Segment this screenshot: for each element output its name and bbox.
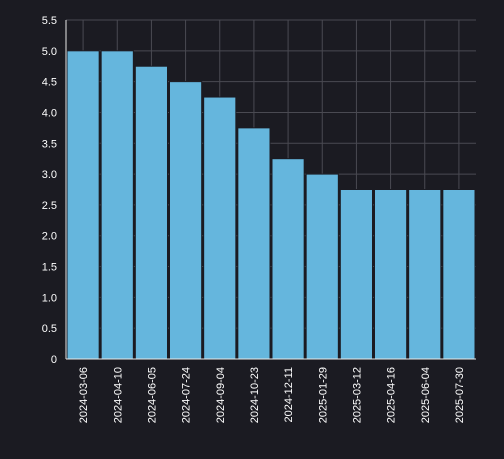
- y-tick-label: 5.5: [42, 15, 57, 27]
- x-tick-label: 2024-04-10: [112, 367, 124, 423]
- y-tick-label: 0: [51, 354, 57, 366]
- x-tick-label: 2024-12-11: [283, 367, 295, 422]
- y-tick-label: 4.0: [42, 107, 57, 119]
- x-tick-labels: 2024-03-06 2024-04-10 2024-06-05 2024-07-24…: [78, 367, 466, 423]
- y-tick-label: 0.5: [42, 323, 57, 335]
- x-tick-label: 2024-07-24: [181, 367, 193, 423]
- x-tick-label: 2024-06-05: [146, 367, 158, 423]
- y-tick-label: 1.5: [42, 262, 57, 274]
- x-tick-label: 2025-03-12: [351, 367, 363, 423]
- x-tick-label: 2025-07-30: [454, 367, 466, 423]
- bar: [374, 189, 408, 360]
- bar: [339, 189, 374, 360]
- y-tick-label: 3.5: [42, 138, 57, 150]
- bar: [271, 158, 305, 360]
- y-tick-label: 4.5: [42, 77, 57, 89]
- x-tick-label: 2024-10-23: [249, 367, 261, 423]
- y-tick-label: 2.0: [42, 231, 57, 243]
- bar: [66, 50, 100, 360]
- y-tick-label: 3.0: [42, 169, 57, 181]
- x-tick-label: 2025-01-29: [317, 367, 329, 423]
- y-tick-label: 5.0: [42, 46, 57, 58]
- x-tick-label: 2024-09-04: [215, 367, 227, 423]
- x-tick-label: 2025-04-16: [386, 367, 398, 423]
- bar: [203, 96, 237, 360]
- x-tick-label: 2025-06-04: [420, 367, 432, 423]
- bar: [100, 50, 134, 360]
- bar: [237, 127, 271, 360]
- x-tick-label: 2024-03-06: [78, 367, 90, 423]
- axes: [65, 20, 476, 360]
- bar: [169, 81, 203, 360]
- bar: [442, 189, 476, 360]
- bars: [66, 50, 476, 360]
- y-tick-labels: 0 0.5 1.0 1.5 2.0 2.5 3.0 3.5 4.0 4.5 5.0 5.5: [42, 15, 57, 366]
- y-tick-label: 2.5: [42, 200, 57, 212]
- bar: [305, 173, 339, 360]
- bar: [134, 65, 168, 360]
- bar: [408, 189, 442, 360]
- y-tick-label: 1.0: [42, 292, 57, 304]
